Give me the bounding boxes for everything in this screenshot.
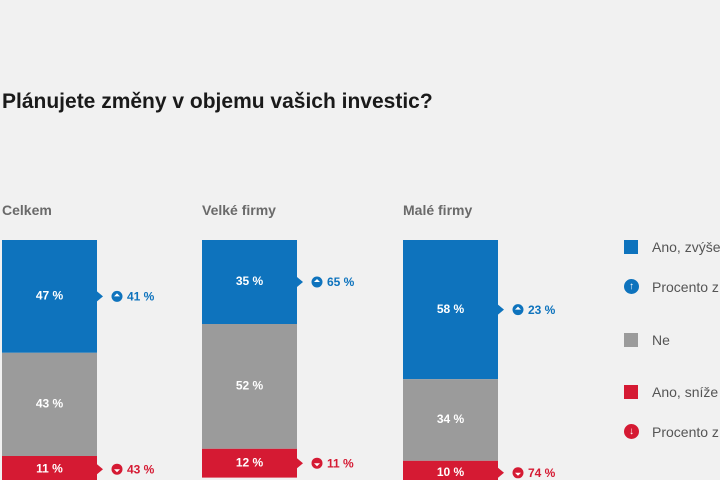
decrease-change-1-arrow-glyph: [314, 463, 320, 467]
legend-label-increase-change: Procento z: [652, 279, 719, 295]
group-label-male-firmy: Malé firmy: [403, 202, 473, 218]
bar-segment-increase-1: [202, 240, 297, 324]
legend-label-decrease-change: Procento z: [652, 424, 719, 440]
legend-swatch-decrease: [624, 385, 638, 399]
bar-value-label-increase-2: 58 %: [437, 302, 465, 316]
bar-segment-decrease-2: [403, 460, 498, 480]
bar-segment-none-2: [403, 379, 498, 461]
chart-title: Plánujete změny v objemu vašich investic…: [2, 90, 433, 113]
bar-value-label-decrease-0: 11 %: [36, 461, 63, 475]
increase-change-1-pointer: [297, 277, 303, 287]
bar-segment-decrease-0: [2, 456, 97, 480]
decrease-change-2-label: 74 %: [528, 466, 556, 480]
increase-change-2-label: 23 %: [528, 303, 556, 317]
decrease-change-0-arrow-glyph: [114, 469, 120, 473]
bar-value-label-increase-0: 47 %: [36, 289, 64, 303]
bar-segment-decrease-1: [202, 448, 297, 478]
legend-label-none: Ne: [652, 332, 670, 348]
bar-segment-none-0: [2, 352, 97, 456]
bar-value-label-decrease-2: 10 %: [437, 465, 465, 479]
increase-change-1-label: 65 %: [327, 275, 355, 289]
arrow-up-icon: ↑: [624, 279, 639, 294]
arrow-down-icon: ↓: [624, 424, 639, 439]
bar-value-label-increase-1: 35 %: [236, 274, 264, 288]
bar-segment-increase-0: [2, 240, 97, 353]
decrease-change-1-label: 11 %: [327, 456, 354, 470]
bar-segment-increase-2: [403, 240, 498, 380]
bar-segment-none-1: [202, 324, 297, 449]
increase-change-1-arrow-glyph: [314, 279, 320, 282]
decrease-change-0-pointer: [97, 464, 103, 475]
decrease-change-1-pointer: [297, 458, 303, 469]
legend-label-decrease: Ano, sníže: [652, 384, 719, 400]
increase-change-0-label: 41 %: [127, 290, 155, 304]
group-label-celkem: Celkem: [2, 202, 52, 218]
legend-swatch-none: [624, 333, 638, 347]
bar-value-label-none-0: 43 %: [36, 397, 64, 411]
increase-change-2-arrow-glyph: [515, 306, 521, 310]
group-label-velke-firmy: Velké firmy: [202, 202, 276, 218]
increase-change-0-arrow-glyph: [114, 293, 120, 297]
decrease-change-2-arrow-glyph: [515, 472, 521, 476]
decrease-change-0-label: 43 %: [127, 462, 155, 476]
increase-change-2-pointer: [498, 304, 504, 315]
legend-label-increase: Ano, zvýše: [652, 239, 720, 255]
legend-swatch-increase: [624, 240, 638, 254]
bar-value-label-none-1: 52 %: [236, 379, 264, 393]
bar-value-label-decrease-1: 12 %: [236, 455, 264, 469]
decrease-change-2-pointer: [498, 467, 504, 478]
bar-value-label-none-2: 34 %: [437, 412, 465, 426]
increase-change-0-pointer: [97, 291, 103, 302]
